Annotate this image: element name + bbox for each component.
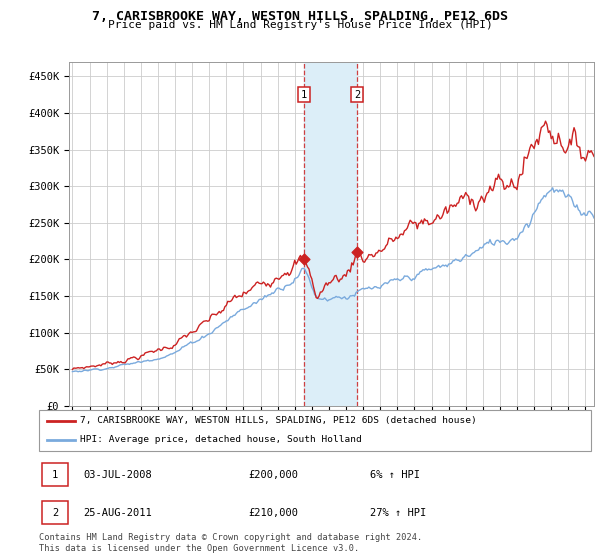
Point (352, 248, 362, 256)
Text: 2: 2 (354, 90, 360, 100)
FancyBboxPatch shape (42, 501, 68, 524)
Text: 7, CARISBROOKE WAY, WESTON HILLS, SPALDING, PE12 6DS (detached house): 7, CARISBROOKE WAY, WESTON HILLS, SPALDI… (80, 416, 477, 425)
Text: £200,000: £200,000 (249, 470, 299, 480)
Text: 7, CARISBROOKE WAY, WESTON HILLS, SPALDING, PE12 6DS: 7, CARISBROOKE WAY, WESTON HILLS, SPALDI… (92, 10, 508, 23)
Text: HPI: Average price, detached house, South Holland: HPI: Average price, detached house, Sout… (80, 435, 362, 444)
Text: Price paid vs. HM Land Registry's House Price Index (HPI): Price paid vs. HM Land Registry's House … (107, 20, 493, 30)
Point (299, 255, 309, 264)
Text: 27% ↑ HPI: 27% ↑ HPI (370, 507, 427, 517)
Text: 1: 1 (52, 470, 58, 480)
Text: 1: 1 (301, 90, 307, 100)
Text: Contains HM Land Registry data © Crown copyright and database right 2024.
This d: Contains HM Land Registry data © Crown c… (39, 533, 422, 553)
Text: £210,000: £210,000 (249, 507, 299, 517)
Text: 2: 2 (52, 507, 58, 517)
Text: 25-AUG-2011: 25-AUG-2011 (83, 507, 152, 517)
Bar (304, 62, 357, 406)
FancyBboxPatch shape (39, 410, 591, 451)
Text: 6% ↑ HPI: 6% ↑ HPI (370, 470, 420, 480)
Text: 03-JUL-2008: 03-JUL-2008 (83, 470, 152, 480)
FancyBboxPatch shape (42, 464, 68, 486)
